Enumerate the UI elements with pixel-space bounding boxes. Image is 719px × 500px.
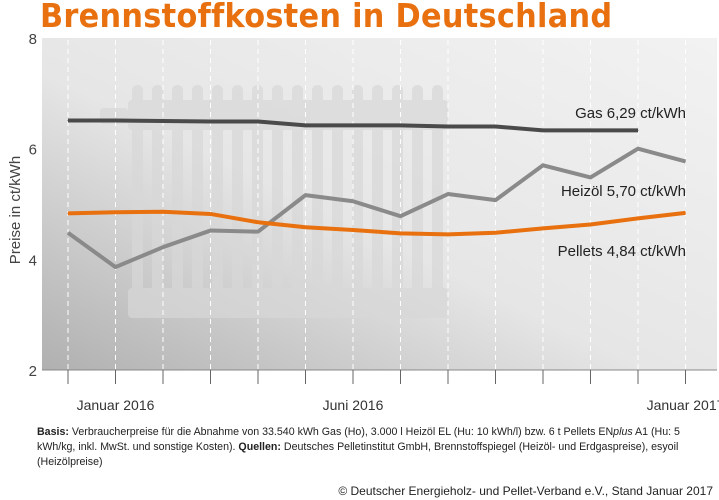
data-point [162, 246, 164, 248]
y-tick-label: 4 [29, 252, 37, 269]
x-tick-label: Juni 2016 [323, 397, 384, 413]
data-point [162, 120, 164, 122]
data-point [352, 124, 354, 126]
data-point [115, 266, 116, 268]
basis-label: Basis: [37, 426, 69, 438]
series-label: Pellets 4,84 ct/kWh [558, 243, 686, 260]
data-point [210, 230, 211, 232]
data-point [257, 121, 259, 123]
data-point [67, 212, 69, 214]
data-point [210, 121, 211, 123]
data-point [447, 233, 449, 235]
data-point [352, 229, 354, 231]
data-point [352, 200, 354, 202]
series-line-heizöl [66, 146, 687, 270]
series-label: Heizöl 5,70 ct/kWh [561, 183, 686, 200]
data-point [400, 124, 401, 126]
data-point [305, 124, 306, 126]
data-point [257, 231, 259, 233]
copyright: © Deutscher Energieholz- und Pellet-Verb… [338, 484, 713, 498]
sources-text: Deutsches Pelletinstitut GmbH, Brennstof… [37, 441, 679, 468]
data-point [210, 213, 211, 215]
data-point [590, 129, 591, 131]
footnote: Basis: Verbraucherpreise für die Abnahme… [37, 425, 683, 470]
data-point [400, 232, 401, 234]
basis-text: Verbraucherpreise für die Abnahme von 33… [68, 426, 614, 438]
data-point [542, 227, 544, 229]
data-point [305, 226, 306, 228]
data-point [685, 212, 686, 214]
data-point [637, 148, 639, 150]
y-axis-label: Preise in ct/kWh [7, 156, 24, 264]
data-point [590, 176, 591, 178]
data-point [257, 221, 259, 223]
data-point [542, 129, 544, 131]
data-point [637, 217, 639, 219]
data-point [590, 223, 591, 225]
series-label: Gas 6,29 ct/kWh [575, 105, 686, 122]
data-point [115, 119, 116, 121]
series-line-pellets [67, 209, 686, 237]
enplus-italic: plus [613, 426, 633, 438]
data-point [685, 160, 686, 162]
data-point [637, 129, 639, 131]
data-point [495, 126, 496, 128]
basis-text-2: A1 (Hu: 5 kWh/kg, inkl. MwSt. und sonsti… [37, 426, 680, 453]
data-point [542, 164, 544, 166]
data-point [400, 215, 401, 217]
y-tick-label: 8 [29, 31, 37, 48]
chart-title: Brennstoffkosten in Deutschland [40, 0, 613, 35]
data-point [115, 211, 116, 213]
y-tick-label: 6 [29, 142, 37, 159]
data-point [305, 194, 306, 196]
data-point [162, 211, 164, 213]
x-tick-label: Januar 2017 [647, 397, 719, 413]
sources-label: Quellen: [238, 441, 281, 453]
data-point [495, 232, 496, 234]
data-point [67, 232, 69, 234]
x-tick-label: Januar 2016 [77, 397, 155, 413]
radiator-watermark [100, 85, 448, 318]
data-point [447, 193, 449, 195]
data-point [495, 199, 496, 201]
data-point [447, 126, 449, 128]
y-tick-label: 2 [29, 363, 37, 380]
line-chart: Januar 2016 Juni 2016 Januar 2017 2 4 6 8 Gas … [7, 31, 719, 413]
data-point [67, 119, 69, 121]
